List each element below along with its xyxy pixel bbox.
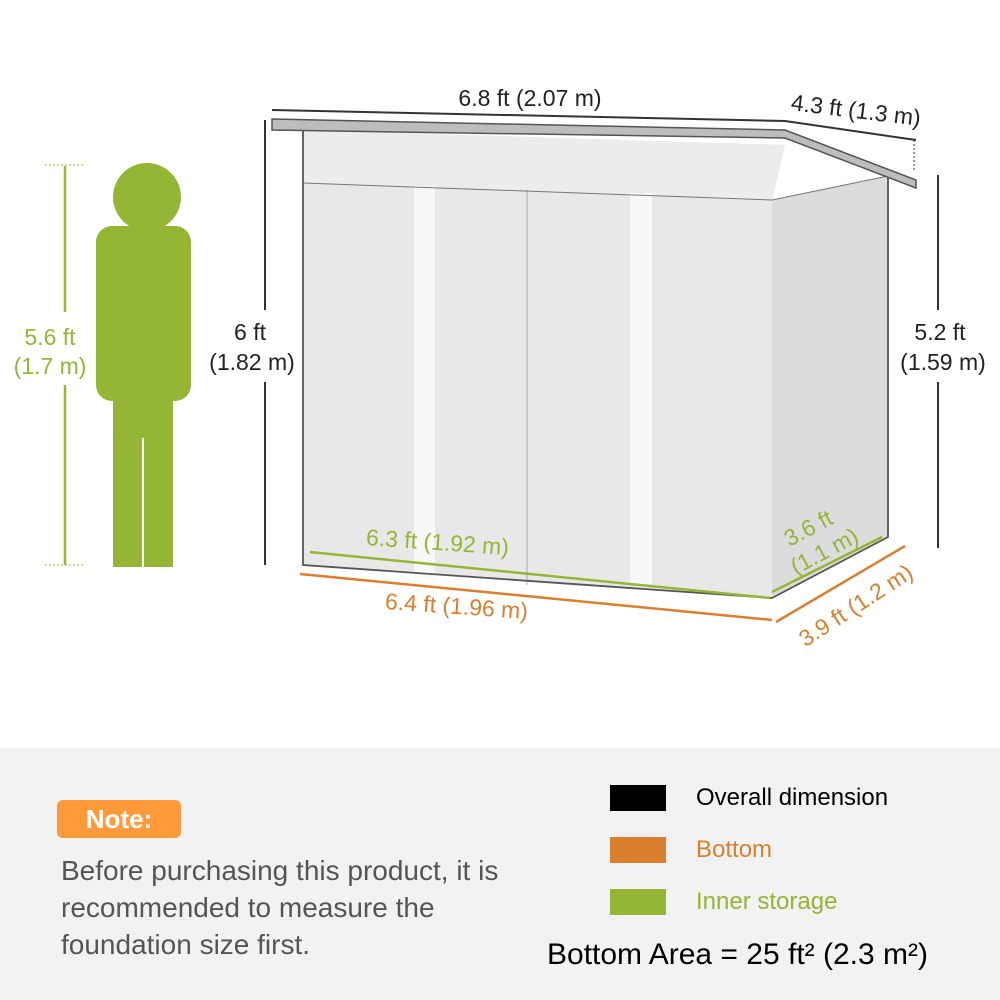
width-top-label: 6.8 ft (2.07 m) <box>458 85 601 111</box>
legend-overall: Overall dimension <box>610 784 888 812</box>
inner-storage-lines <box>309 535 883 600</box>
legend-label: Overall dimension <box>696 784 889 811</box>
person-height-ft: 5.6 ft <box>24 324 76 350</box>
legend-label: Inner storage <box>696 888 838 915</box>
overall-dimension-lines <box>264 109 939 565</box>
legend-swatch-bottom <box>610 837 666 863</box>
note-badge: Note: <box>57 800 181 838</box>
person-height-m: (1.7 m) <box>14 353 87 379</box>
bottom-area: Bottom Area = 25 ft² (2.3 m²) <box>547 938 928 971</box>
legend-swatch-overall <box>610 785 666 811</box>
legend-label: Bottom <box>696 836 773 863</box>
legend-swatch-inner <box>610 889 666 915</box>
legend-bottom: Bottom <box>610 836 772 864</box>
person-height-line <box>45 164 85 566</box>
shed <box>271 118 917 599</box>
person-silhouette <box>96 163 191 567</box>
height-back-m: (1.59 m) <box>900 349 986 375</box>
shed-dimension-diagram: 5.6 ft (1.7 m) 6.8 ft (2.07 m) 4.3 ft (1… <box>14 85 986 652</box>
shed-roof <box>271 118 917 190</box>
note-text: Before purchasing this product, it is re… <box>61 855 499 960</box>
height-front-ft: 6 ft <box>234 319 267 345</box>
height-front-m: (1.82 m) <box>209 349 295 375</box>
height-back-ft: 5.2 ft <box>914 319 966 345</box>
bottom-dimension-lines <box>299 544 906 624</box>
info-panel <box>0 748 1000 1000</box>
legend-inner: Inner storage <box>610 888 837 916</box>
